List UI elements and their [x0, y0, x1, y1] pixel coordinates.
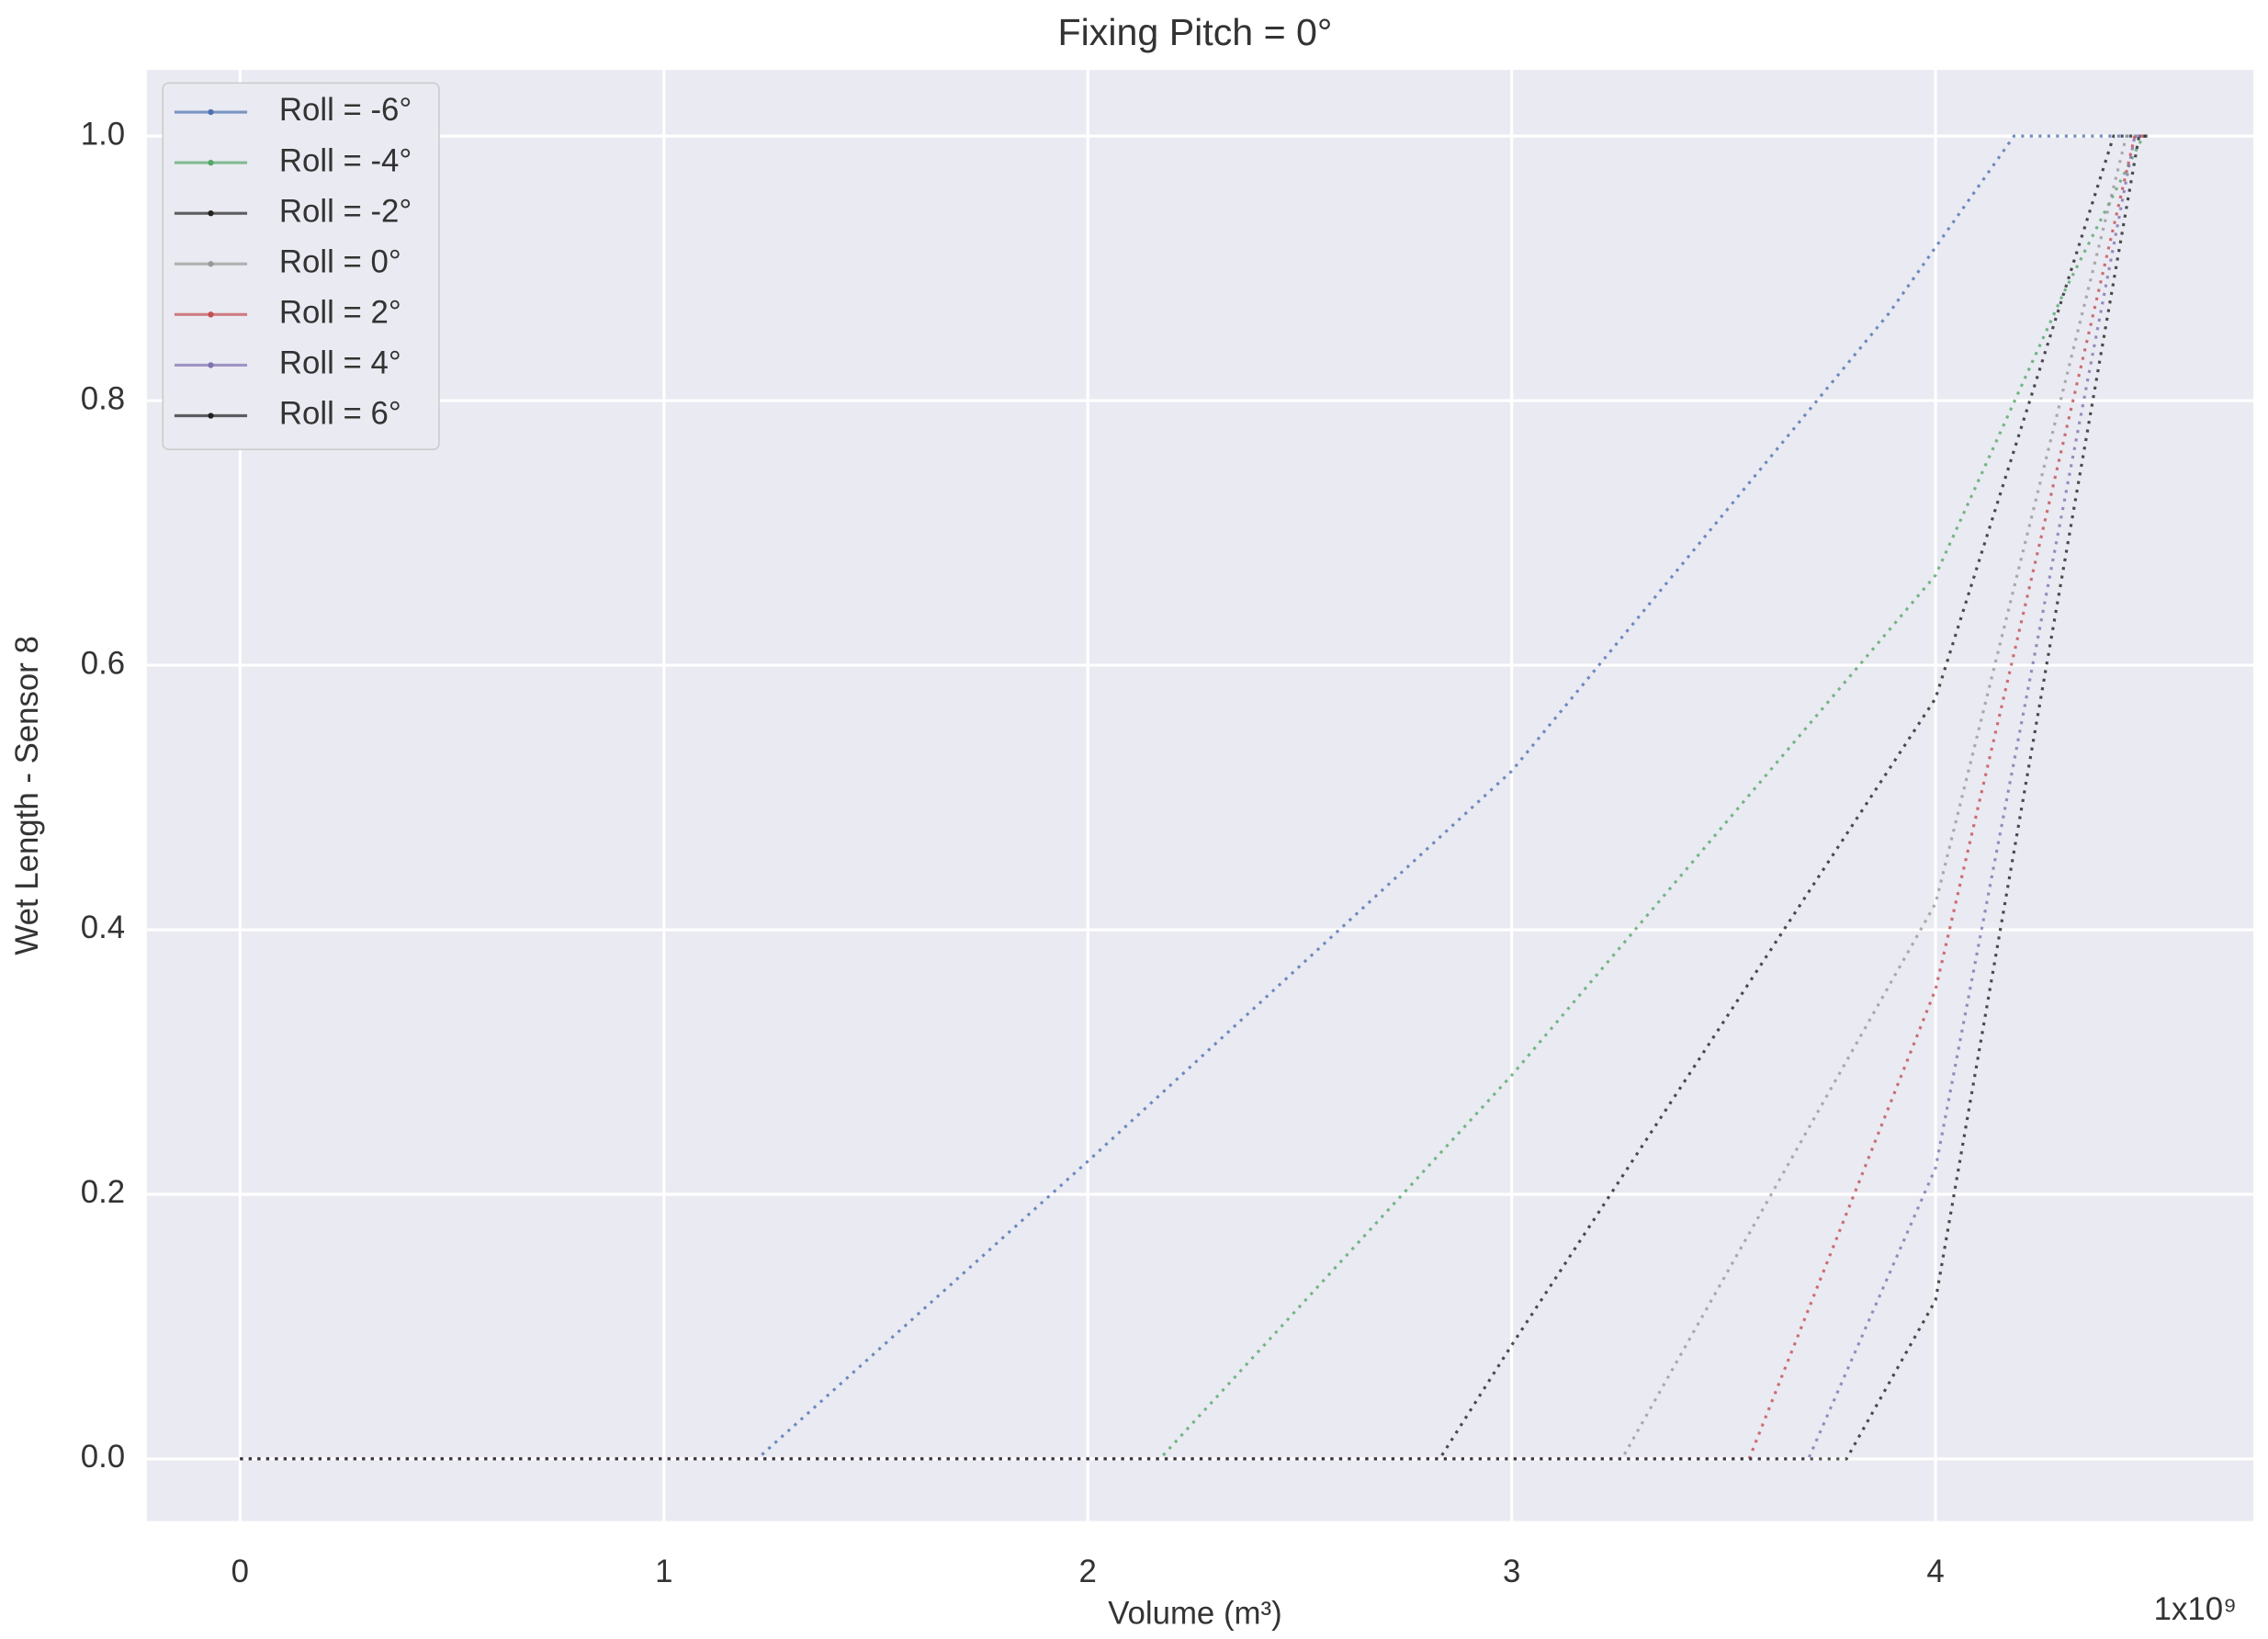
legend-label: Roll = -4°: [279, 142, 412, 178]
legend-marker: [208, 261, 214, 267]
y-axis-label: Wet Length - Sensor 8: [9, 636, 45, 955]
lines: [240, 134, 2148, 1461]
x-axis-label: Volume (m³): [1108, 1596, 1281, 1632]
y-tick-label: 0.4: [81, 910, 125, 945]
y-tick-label: 0.8: [81, 380, 125, 416]
legend-label: Roll = -2°: [279, 193, 412, 229]
series-line: [240, 134, 2148, 1461]
legend-label: Roll = -6°: [279, 92, 412, 128]
x-tick-label: 1: [655, 1554, 672, 1589]
chart-title: Fixing Pitch = 0°: [1058, 11, 1333, 53]
series-line: [240, 134, 2148, 1461]
series-line: [240, 134, 2148, 1461]
legend: Roll = -6° Roll = -4° Roll = -2° Roll = 0° R…: [162, 82, 440, 450]
y-tick-label: 1.0: [81, 116, 125, 152]
x-tick-label: 2: [1079, 1554, 1097, 1589]
series-line: [240, 134, 2148, 1461]
x-tick-label: 0: [231, 1554, 249, 1589]
legend-marker: [208, 311, 214, 318]
y-tick-label: 0.6: [81, 645, 125, 681]
legend-box: [162, 82, 440, 450]
legend-marker: [208, 210, 214, 217]
legend-marker: [208, 413, 214, 419]
legend-marker: [208, 362, 214, 368]
legend-label: Roll = 4°: [279, 345, 401, 381]
plot-area: [146, 70, 2254, 1521]
legend-marker: [208, 108, 214, 116]
legend-label: Roll = 0°: [279, 243, 401, 279]
x-tick-label: 3: [1503, 1554, 1520, 1589]
y-tick-label: 0.2: [81, 1174, 125, 1210]
legend-label: Roll = 6°: [279, 396, 401, 432]
x-tick-label: 4: [1926, 1554, 1944, 1589]
legend-marker: [208, 159, 214, 166]
y-tick-label: 0.0: [81, 1439, 125, 1475]
x-offset-label: 1x10⁹: [2154, 1591, 2237, 1627]
legend-label: Roll = 2°: [279, 295, 401, 331]
